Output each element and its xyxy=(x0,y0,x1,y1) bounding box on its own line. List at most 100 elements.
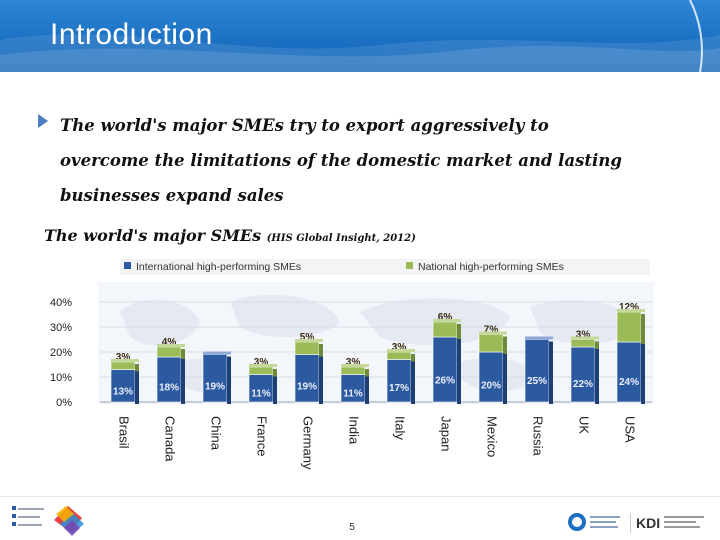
x-tick-label: Italy xyxy=(393,416,408,440)
x-tick-label: Mexico xyxy=(485,416,500,457)
kdi-logo-text: KDI xyxy=(636,515,660,531)
bar-top-cap xyxy=(111,359,139,362)
header-wave-decoration xyxy=(0,0,720,72)
bar-international xyxy=(386,359,412,403)
x-tick-label: India xyxy=(347,416,362,445)
data-label-national: 3% xyxy=(392,342,407,353)
x-tick-label: Brasil xyxy=(117,416,132,449)
bar-side xyxy=(319,356,323,404)
data-label-national: 3% xyxy=(116,352,131,363)
data-label-international: 11% xyxy=(251,388,271,399)
legend-swatch-international xyxy=(124,262,131,269)
bar-top-cap xyxy=(203,351,231,355)
bar-side xyxy=(411,354,415,362)
page-number: 5 xyxy=(349,522,355,533)
map-landmass xyxy=(530,299,640,344)
bar-side xyxy=(549,341,553,404)
bar-top-cap xyxy=(341,364,369,367)
bar-top-cap xyxy=(433,319,461,322)
bar-side xyxy=(135,364,139,372)
data-label-international: 19% xyxy=(205,381,225,392)
data-label-international: 13% xyxy=(113,387,133,398)
bar-side xyxy=(503,354,507,404)
bar-top-cap xyxy=(387,349,415,352)
data-label-national: 3% xyxy=(576,330,591,341)
legend-label-national: National high-performing SMEs xyxy=(418,261,564,273)
bar-national xyxy=(110,361,136,370)
y-tick-label: 30% xyxy=(50,322,72,334)
bar-side xyxy=(181,349,185,359)
bar-national xyxy=(248,366,274,375)
data-label-international: 11% xyxy=(343,388,363,399)
bar-side xyxy=(595,341,599,349)
x-tick-label: China xyxy=(209,416,224,451)
x-tick-label: USA xyxy=(623,416,638,443)
bar-national xyxy=(386,351,412,360)
stacked-bar-chart: International high-performing SMEs Nation… xyxy=(50,259,654,470)
bar-top-cap xyxy=(617,309,645,312)
legend-swatch-national xyxy=(406,262,413,269)
data-label-national: 7% xyxy=(484,325,499,336)
bar-national xyxy=(478,334,504,353)
bar-side xyxy=(457,339,461,404)
bar-international xyxy=(524,339,550,403)
bar-national xyxy=(340,366,366,375)
bar-national xyxy=(294,341,320,355)
data-label-national: 4% xyxy=(162,337,177,348)
bar-side xyxy=(457,324,461,339)
bar-national xyxy=(570,339,596,348)
bar-side xyxy=(641,314,645,344)
bar-top-cap xyxy=(295,339,323,342)
data-label-international: 19% xyxy=(297,381,317,392)
bar-international xyxy=(156,356,182,403)
bullet-arrow-icon xyxy=(38,114,48,128)
bar-side xyxy=(181,359,185,404)
bar-international xyxy=(570,346,596,403)
bar-national xyxy=(432,321,458,338)
bar-side xyxy=(641,344,645,404)
data-label-national: 12% xyxy=(619,302,639,313)
bar-international xyxy=(478,351,504,403)
bar-side xyxy=(595,349,599,404)
bar-side xyxy=(227,356,231,404)
data-label-national: 6% xyxy=(438,312,453,323)
header-banner: Introduction xyxy=(0,0,720,72)
data-label-international: 24% xyxy=(619,377,639,388)
x-tick-label: UK xyxy=(577,416,592,434)
x-tick-label: Germany xyxy=(301,416,316,470)
bar-international xyxy=(616,341,642,403)
data-label-international: 26% xyxy=(435,375,455,386)
x-tick-label: Russia xyxy=(531,416,546,457)
data-label-international: 18% xyxy=(159,382,179,393)
knowledge-sharing-logo xyxy=(12,506,84,536)
bar-side xyxy=(273,376,277,404)
data-label-international: 22% xyxy=(573,379,593,390)
y-tick-label: 20% xyxy=(50,347,72,359)
legend-label-international: International high-performing SMEs xyxy=(136,261,301,273)
bar-side xyxy=(365,369,369,377)
page-title: Introduction xyxy=(50,18,213,51)
bar-side xyxy=(411,361,415,404)
partner-logos: KDI xyxy=(568,513,704,533)
bullet-text: The world's major SMEs try to export agg… xyxy=(60,116,622,205)
x-tick-label: France xyxy=(255,416,270,456)
data-label-national: 3% xyxy=(254,357,269,368)
bar-national xyxy=(156,346,182,358)
chart-container: International high-performing SMEs Nation… xyxy=(40,252,660,492)
data-label-international: 25% xyxy=(527,376,547,387)
x-tick-label: Canada xyxy=(163,416,178,462)
bar-international xyxy=(110,369,136,403)
bar-top-cap xyxy=(479,331,507,335)
data-label-international: 20% xyxy=(481,381,501,392)
footer-divider xyxy=(0,496,720,497)
y-tick-label: 10% xyxy=(50,372,72,384)
bar-international xyxy=(432,336,458,403)
chart-heading-main: The world's major SMEs xyxy=(44,226,267,245)
x-tick-label: Japan xyxy=(439,416,454,451)
bar-top-cap xyxy=(571,336,599,340)
map-landmass xyxy=(120,299,200,346)
bar-side xyxy=(503,336,507,354)
map-landmass xyxy=(230,294,340,337)
bar-top-cap xyxy=(249,364,277,367)
chart-heading-source: (HIS Global Insight, 2012) xyxy=(266,233,416,244)
